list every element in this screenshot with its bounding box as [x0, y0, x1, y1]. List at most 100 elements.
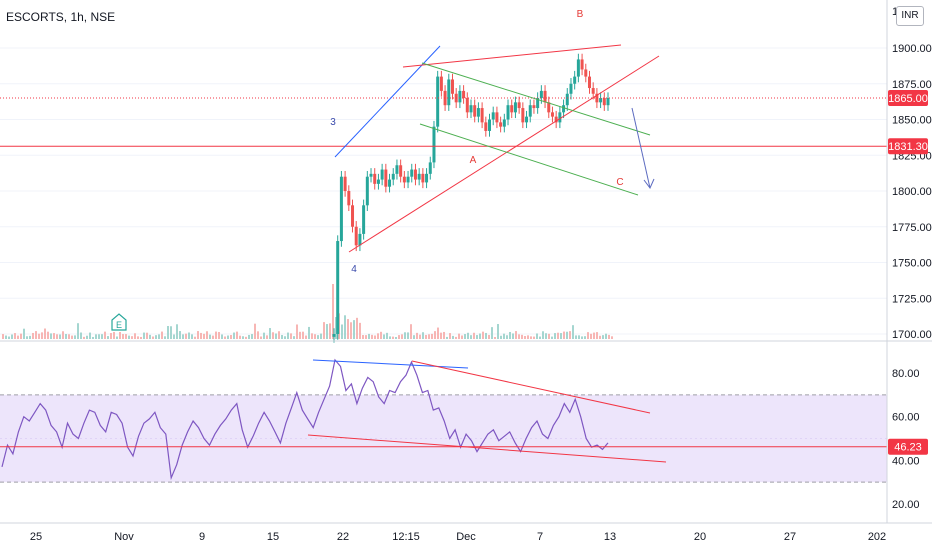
rising-wedge-resistance — [402, 44, 622, 68]
volume-bar — [113, 332, 115, 339]
candle-body — [565, 93, 569, 106]
volume-bar — [560, 333, 562, 339]
volume-bar — [251, 334, 253, 339]
volume-bar — [461, 335, 463, 339]
candle-body — [410, 169, 414, 177]
price-axis-label: 1700.00 — [892, 329, 932, 341]
candle-body — [406, 176, 410, 183]
candle-body — [476, 108, 480, 117]
volume-bar — [74, 335, 76, 339]
level-price-tag: 1831.30 — [888, 141, 928, 153]
volume-bar — [203, 333, 205, 339]
candle-body — [358, 233, 362, 246]
volume-bar — [596, 332, 598, 339]
volume-bar — [335, 317, 337, 339]
wave-labels: 3 4 A B C E — [111, 9, 624, 331]
earnings-marker-label: E — [116, 320, 122, 330]
candle-body — [376, 179, 380, 184]
volume-bar — [221, 334, 223, 339]
candle-body — [513, 102, 517, 113]
volume-bar — [224, 336, 226, 339]
volume-bar — [83, 336, 85, 339]
volume-bar — [29, 335, 31, 339]
currency-button[interactable]: INR — [896, 6, 924, 26]
symbol-title: ESCORTS, 1h, NSE — [6, 10, 116, 24]
rsi-series — [1, 358, 609, 481]
time-axis-label: 20 — [694, 531, 706, 543]
volume-bar — [377, 333, 379, 339]
volume-bar — [449, 333, 451, 339]
volume-bar — [482, 331, 484, 339]
rsi-axis-label: 40.00 — [892, 455, 920, 467]
candle-body — [450, 79, 454, 94]
candle-body — [517, 102, 521, 109]
candle-body — [332, 334, 336, 337]
candle-body — [365, 176, 369, 206]
volume-bar — [467, 332, 469, 339]
rsi-resistance-trendline — [411, 360, 651, 414]
volume-bar — [554, 333, 556, 339]
wave-label: B — [577, 9, 584, 20]
time-axis-label: 7 — [537, 531, 543, 543]
volume-bar — [167, 326, 169, 339]
candle-body — [369, 173, 373, 177]
volume-bar — [476, 335, 478, 339]
volume-bar — [56, 334, 58, 339]
volume-bar — [536, 333, 538, 339]
volume-bar — [437, 327, 439, 339]
price-axis-label: 1750.00 — [892, 258, 932, 270]
volume-bar — [32, 332, 34, 339]
volume-bar — [428, 334, 430, 339]
volume-bar — [569, 331, 571, 339]
volume-bar — [110, 333, 112, 339]
volume-bar — [302, 331, 304, 339]
volume-bar — [155, 335, 157, 339]
volume-bar — [89, 332, 91, 339]
volume-bar — [281, 334, 283, 339]
volume-bar — [272, 332, 274, 339]
volume-bar — [212, 335, 214, 339]
volume-bar — [548, 333, 550, 339]
volume-bar — [26, 336, 28, 339]
volume-bar — [362, 335, 364, 339]
volume-bar — [443, 331, 445, 339]
volume-bar — [407, 332, 409, 339]
candle-body — [473, 105, 477, 117]
volume-bar — [23, 328, 25, 339]
candle-body — [336, 241, 340, 334]
candle-body — [413, 169, 417, 180]
wave-label: 3 — [330, 117, 336, 128]
volume-bar — [320, 333, 322, 339]
axes: 151900.001875.001850.001825.001800.00177… — [0, 0, 932, 543]
rsi-axis-label: 80.00 — [892, 368, 920, 380]
time-axis-label: 13 — [604, 531, 616, 543]
volume-bar — [299, 331, 301, 339]
volume-bar — [344, 315, 346, 339]
volume-bars — [2, 284, 613, 339]
rsi-line — [1, 358, 609, 481]
volume-bar — [5, 335, 7, 339]
volume-bar — [440, 332, 442, 339]
candle-body — [421, 173, 425, 183]
volume-bar — [446, 336, 448, 339]
price-axis-label: 1725.00 — [892, 293, 932, 305]
candle-body — [543, 90, 547, 103]
volume-bar — [533, 336, 535, 339]
wave-label: A — [470, 155, 477, 166]
candle-body — [499, 122, 503, 127]
volume-bar — [86, 335, 88, 339]
rsi-axis-label: 20.00 — [892, 499, 920, 511]
rsi-band — [0, 394, 887, 483]
projection-arrow — [631, 107, 651, 189]
volume-bar — [14, 333, 16, 339]
volume-bar — [581, 336, 583, 339]
volume-bar — [245, 336, 247, 339]
volume-bar — [134, 333, 136, 339]
volume-bar — [278, 331, 280, 339]
volume-bar — [308, 326, 310, 339]
volume-bar — [35, 331, 37, 339]
volume-bar — [611, 336, 613, 339]
volume-bar — [137, 336, 139, 339]
candle-body — [562, 105, 566, 113]
